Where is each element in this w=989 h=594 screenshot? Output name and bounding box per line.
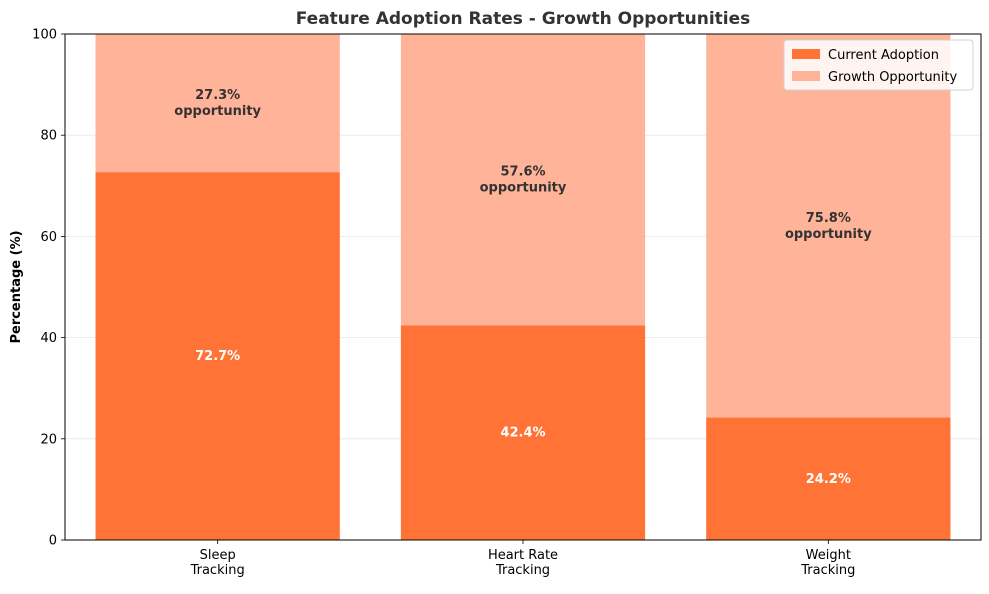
value-label-line: 72.7% (195, 349, 240, 364)
bars (95, 34, 951, 540)
bar-growth-opportunity-1 (400, 34, 646, 326)
value-label-growth-opportunity-0: 27.3% opportunity (174, 88, 261, 119)
plot-frame (64, 33, 982, 541)
x-tick-label-1: Heart Rate Tracking (488, 548, 558, 578)
chart-title: Feature Adoption Rates - Growth Opportun… (296, 9, 751, 29)
value-label-current-adoption-0: 72.7% (195, 349, 240, 364)
bar-growth-opportunity-0 (95, 34, 340, 173)
y-tick-label-3: 60 (40, 230, 57, 245)
x-tick-label-line: Weight (806, 548, 851, 563)
value-label-growth-opportunity-2: 75.8% opportunity (785, 211, 872, 242)
x-tick-label-line: Tracking (800, 563, 855, 578)
value-label-line: opportunity (480, 181, 567, 196)
value-label-line: opportunity (785, 227, 872, 242)
y-axis-label: Percentage (%) (9, 230, 24, 343)
legend: Current Adoption Growth Opportunity (783, 39, 974, 91)
legend-swatch-current-adoption (792, 49, 820, 59)
y-tick-label-1: 20 (40, 432, 57, 447)
x-tick-label-line: Tracking (190, 563, 245, 578)
y-tick-label-2: 40 (40, 331, 57, 346)
value-label-line: 24.2% (806, 472, 851, 487)
legend-swatch-growth-opportunity (792, 71, 820, 81)
value-label-line: opportunity (174, 104, 261, 119)
x-tick-label-line: Heart Rate (488, 548, 558, 563)
y-tick-label-4: 80 (40, 129, 57, 144)
legend-box (783, 39, 974, 91)
bar-growth-opportunity-2 (706, 34, 951, 418)
bar-current-adoption-0 (95, 172, 340, 540)
x-tick-label-line: Sleep (200, 548, 236, 563)
x-tick-label-2: Weight Tracking (800, 548, 855, 578)
value-label-line: 42.4% (500, 426, 545, 441)
value-label-growth-opportunity-1: 57.6% opportunity (480, 165, 567, 196)
value-label-current-adoption-2: 24.2% (806, 472, 851, 487)
x-tick-label-line: Tracking (495, 563, 550, 578)
x-tick-label-0: Sleep Tracking (190, 548, 245, 578)
value-label-line: 27.3% (195, 88, 240, 103)
value-label-line: 57.6% (500, 165, 545, 180)
bar-current-adoption-1 (400, 325, 646, 540)
value-label-current-adoption-1: 42.4% (500, 426, 545, 441)
y-tick-label-0: 0 (49, 534, 57, 549)
bar-current-adoption-2 (706, 417, 951, 540)
legend-label-current-adoption: Current Adoption (828, 48, 939, 63)
y-tick-label-5: 100 (32, 28, 57, 43)
value-label-line: 75.8% (806, 211, 851, 226)
legend-label-growth-opportunity: Growth Opportunity (828, 70, 958, 85)
